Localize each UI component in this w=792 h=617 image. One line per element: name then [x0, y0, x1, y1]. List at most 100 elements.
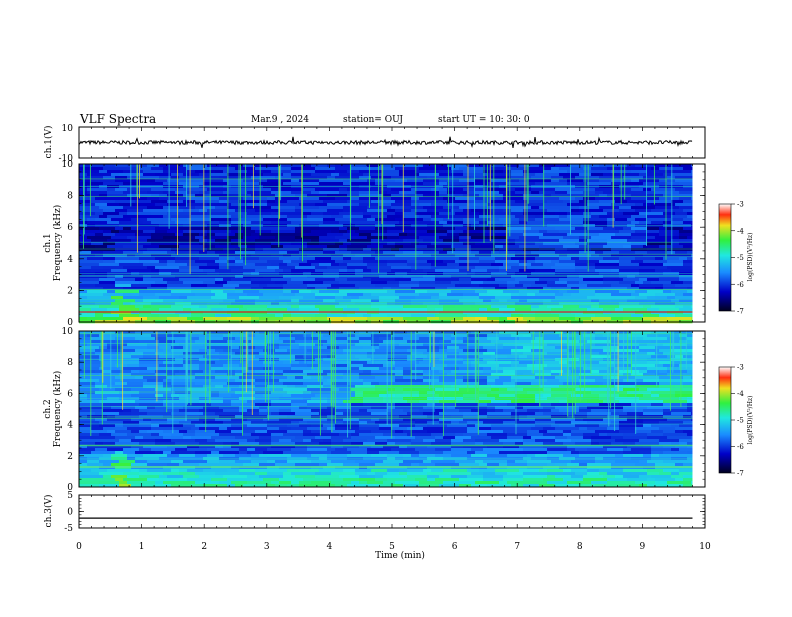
spectrogram-cell	[95, 218, 111, 222]
spectrogram-cell	[103, 230, 111, 234]
spectrogram-cell	[303, 281, 323, 285]
spectrogram-cell	[299, 257, 315, 261]
spectrogram-cell	[671, 281, 683, 285]
spectrogram-cell	[527, 391, 539, 395]
spectrogram-cell	[143, 385, 163, 389]
spectrogram-cell	[375, 284, 399, 288]
spectrogram-cell	[359, 194, 383, 198]
spectrogram-cell	[423, 269, 435, 273]
spectrogram-cell	[455, 254, 475, 258]
spectrogram-cell	[223, 421, 243, 425]
spectrogram-cell	[291, 296, 303, 300]
spectrogram-cell	[243, 349, 263, 353]
spectrogram-cell	[215, 388, 231, 392]
spectrogram-cell	[203, 484, 227, 488]
spectrogram-cell	[591, 439, 615, 443]
spectrogram-cell	[319, 206, 343, 210]
spectrogram-cell	[211, 194, 227, 198]
spectrogram-cell	[123, 334, 143, 338]
spectrogram-cell	[123, 302, 131, 306]
spectrogram-cell	[627, 239, 635, 243]
spectrogram-cell	[447, 287, 463, 291]
spectrogram-cell	[323, 221, 339, 225]
spectrogram-cell	[419, 254, 431, 258]
spectrogram-cell	[267, 430, 287, 434]
spectrogram-cell	[539, 191, 555, 195]
spectrogram-cell	[531, 296, 555, 300]
spectrogram-cell	[119, 305, 135, 309]
spectrogram-cell	[555, 343, 567, 347]
spectrogram-cell	[647, 370, 659, 374]
spectrogram-cell	[351, 379, 363, 383]
spectrogram-cell	[247, 409, 259, 413]
spectrogram-cell	[291, 191, 311, 195]
spectrogram-cell	[495, 343, 503, 347]
spectrogram-cell	[99, 206, 123, 210]
spectrogram-cell	[627, 418, 643, 422]
spectrogram-cell	[383, 194, 391, 198]
spectrogram-cell	[507, 460, 515, 464]
spectrogram-cell	[383, 466, 407, 470]
spectrogram-cell	[671, 406, 687, 410]
spectrogram-cell	[79, 266, 91, 270]
spectrogram-cell	[259, 317, 283, 321]
spectrogram-cell	[511, 206, 531, 210]
spectrogram-cell	[423, 275, 435, 279]
spectrogram-cell	[451, 281, 459, 285]
spectrogram-cell	[243, 463, 259, 467]
spectrogram-cell	[235, 370, 243, 374]
spectrogram-cell	[647, 463, 655, 467]
spectrogram-cell	[659, 230, 679, 234]
spectrogram-cell	[311, 239, 319, 243]
spectrogram-cell	[343, 215, 363, 219]
spectrogram-cell	[631, 206, 655, 210]
spectrogram-cell	[103, 370, 111, 374]
spectrogram-cell	[563, 176, 575, 180]
spectrogram-cell	[663, 263, 683, 267]
spectrogram-cell	[543, 170, 567, 174]
spectrogram-cell	[647, 248, 667, 252]
spectrogram-cell	[267, 373, 283, 377]
spectrogram-cell	[355, 385, 375, 389]
spectrogram-cell	[567, 179, 583, 183]
spectrogram-cell	[531, 427, 543, 431]
spectrogram-cell	[611, 284, 631, 288]
spectrogram-cell	[567, 400, 587, 404]
spectrogram-cell	[219, 176, 243, 180]
spectrogram-cell	[139, 340, 159, 344]
spectrogram-cell	[283, 475, 295, 479]
spectrogram-cell	[559, 334, 583, 338]
spectrogram-cell	[619, 185, 639, 189]
x-tick-label: 6	[452, 542, 458, 552]
spectrogram-cell	[223, 284, 239, 288]
spectrogram-cell	[151, 355, 159, 359]
spectrogram-cell	[219, 391, 235, 395]
spectrogram-cell	[643, 188, 651, 192]
spectrogram-cell	[79, 299, 99, 303]
spectrogram-cell	[471, 448, 483, 452]
spectrogram-cell	[175, 233, 183, 237]
spectrogram-cell	[255, 167, 279, 171]
spectrogram-cell	[371, 293, 395, 297]
spectrogram-cell	[603, 287, 627, 291]
spectrogram-cell	[399, 451, 419, 455]
spectrogram-cell	[543, 334, 559, 338]
spectrogram-cell	[167, 281, 183, 285]
spectrogram-cell	[215, 260, 227, 264]
y-tick-label: 4	[67, 255, 73, 265]
spectrogram-cell	[163, 182, 179, 186]
spectrogram-cell	[315, 266, 327, 270]
spectrogram-cell	[303, 200, 323, 204]
spectrogram-cell	[387, 227, 411, 231]
spectrogram-cell	[91, 200, 115, 204]
spectrogram-cell	[543, 203, 567, 207]
spectrogram-cell	[79, 388, 99, 392]
spectrogram-cell	[511, 275, 527, 279]
spectrogram-cell	[631, 469, 647, 473]
spectrogram-cell	[271, 278, 291, 282]
spectrogram-cell	[555, 263, 575, 267]
spectrogram-cell	[355, 221, 379, 225]
spectrogram-cell	[167, 445, 187, 449]
spectrogram-cell	[275, 200, 287, 204]
x-tick-label: 3	[264, 542, 270, 552]
